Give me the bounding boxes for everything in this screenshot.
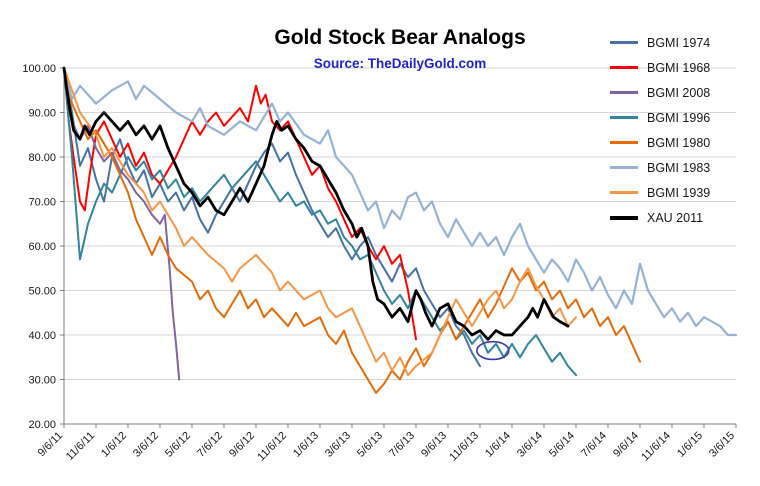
legend-item: BGMI 1974 xyxy=(610,30,738,55)
chart-title: Gold Stock Bear Analogs xyxy=(274,26,526,49)
legend-label: BGMI 1980 xyxy=(647,135,711,150)
series-line-bgmi-1983 xyxy=(62,66,738,337)
chart-legend: BGMI 1974 BGMI 1968 BGMI 2008 BGMI 1996 BGMI… xyxy=(610,30,738,230)
x-axis-tick-label: 11/6/12 xyxy=(255,430,289,464)
legend-label: BGMI 1996 xyxy=(647,110,711,125)
legend-line-swatch xyxy=(610,41,638,44)
legend-line-swatch xyxy=(610,116,638,119)
x-axis-tick-label: 1/6/12 xyxy=(99,430,129,460)
y-axis-tick-label: 50.00 xyxy=(28,286,56,298)
legend-line-swatch xyxy=(610,91,638,94)
legend-item: BGMI 1996 xyxy=(610,105,738,130)
y-axis-tick-label: 70.00 xyxy=(28,197,56,209)
series-line-bgmi-1996 xyxy=(63,67,577,377)
series-line-xau-2011 xyxy=(62,66,570,341)
x-axis-tick-label: 9/6/14 xyxy=(611,430,641,460)
x-axis-tick-label: 3/6/14 xyxy=(515,430,545,460)
series-line-bgmi-1968 xyxy=(63,67,417,341)
legend-label: XAU 2011 xyxy=(647,210,704,225)
x-axis-tick-label: 7/6/12 xyxy=(195,430,225,460)
legend-label: BGMI 2008 xyxy=(647,85,711,100)
legend-line-swatch xyxy=(610,191,638,194)
legend-item: BGMI 1983 xyxy=(610,155,738,180)
y-axis-tick-label: 20.00 xyxy=(28,419,56,431)
x-axis-tick-label: 5/6/13 xyxy=(355,430,385,460)
legend-line-swatch xyxy=(610,166,638,169)
legend-line-swatch xyxy=(610,215,638,220)
x-axis-tick-label: 5/6/12 xyxy=(163,430,193,460)
x-axis-tick-label: 9/6/12 xyxy=(227,430,257,460)
series-line-bgmi-1980 xyxy=(63,67,641,394)
y-axis-tick-label: 30.00 xyxy=(28,375,56,387)
x-axis-tick-label: 9/6/13 xyxy=(419,430,449,460)
x-axis-tick-label: 11/6/11 xyxy=(64,430,97,463)
legend-item: XAU 2011 xyxy=(610,205,738,230)
legend-line-swatch xyxy=(610,141,638,144)
y-axis-tick-label: 90.00 xyxy=(28,108,56,120)
annotation-ellipse xyxy=(475,340,510,361)
x-axis-tick-label: 3/6/15 xyxy=(707,430,737,460)
x-axis-tick-label: 7/6/14 xyxy=(579,430,609,460)
y-axis-tick-label: 60.00 xyxy=(28,241,56,253)
legend-label: BGMI 1939 xyxy=(647,185,711,200)
x-axis-tick-label: 5/6/14 xyxy=(547,430,577,460)
y-axis-tick-label: 40.00 xyxy=(28,330,56,342)
x-axis-tick-label: 1/6/14 xyxy=(483,430,513,460)
y-axis-tick-label: 80.00 xyxy=(28,152,56,164)
legend-line-swatch xyxy=(610,66,638,69)
legend-item: BGMI 2008 xyxy=(610,80,738,105)
legend-label: BGMI 1968 xyxy=(647,60,711,75)
legend-label: BGMI 1983 xyxy=(647,160,711,175)
legend-item: BGMI 1968 xyxy=(610,55,738,80)
legend-item: BGMI 1980 xyxy=(610,130,738,155)
legend-label: BGMI 1974 xyxy=(647,35,711,50)
chart-subtitle: Source: TheDailyGold.com xyxy=(313,56,487,71)
x-axis-tick-label: 1/6/13 xyxy=(291,430,321,460)
legend-item: BGMI 1939 xyxy=(610,180,738,205)
y-axis-tick-label: 100.00 xyxy=(22,63,56,75)
x-axis-tick-label: 7/6/13 xyxy=(387,430,417,460)
x-axis-tick-label: 3/6/12 xyxy=(131,430,161,460)
series-line-bgmi-1939 xyxy=(63,67,577,377)
x-axis-tick-label: 3/6/13 xyxy=(323,430,353,460)
x-axis-tick-label: 1/6/15 xyxy=(675,430,705,460)
x-axis-tick-label: 11/6/13 xyxy=(447,430,481,464)
series-line-bgmi-1974 xyxy=(63,67,481,368)
x-axis-tick-label: 9/6/11 xyxy=(36,430,66,460)
x-axis-tick-label: 11/6/14 xyxy=(639,430,673,464)
